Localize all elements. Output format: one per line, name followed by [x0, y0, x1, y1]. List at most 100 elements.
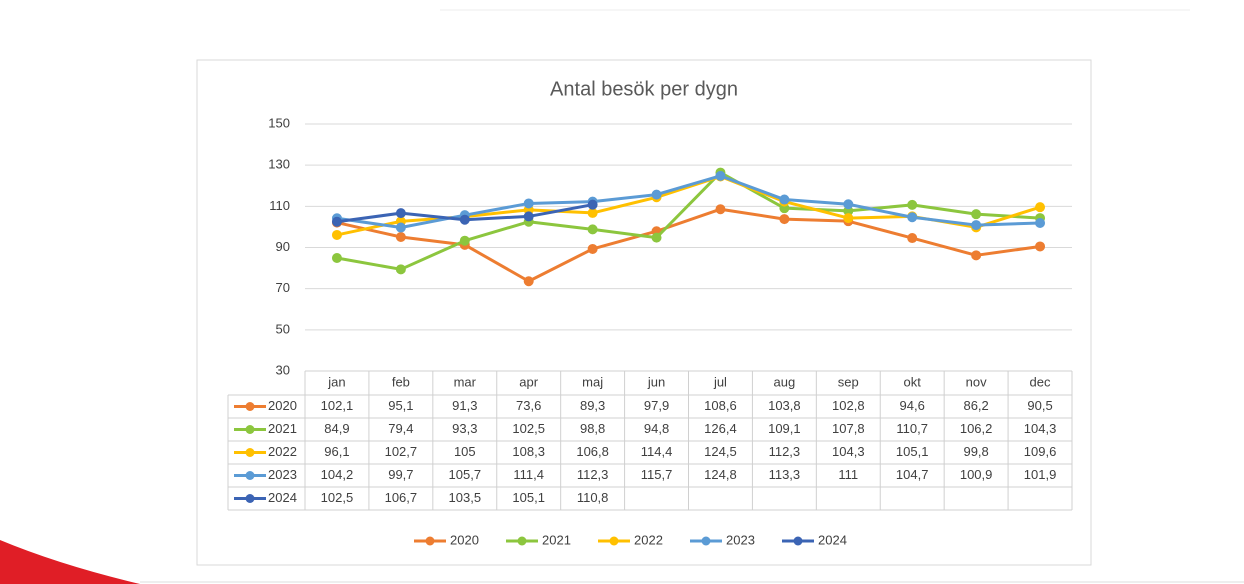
x-tick-label: okt — [904, 374, 922, 389]
legend-marker — [609, 536, 619, 546]
table-value: 93,3 — [452, 421, 477, 436]
legend-marker — [701, 536, 711, 546]
table-value: 110,7 — [896, 421, 928, 436]
series-line — [336, 171, 1041, 271]
table-value: 102,1 — [321, 398, 354, 413]
data-point — [779, 194, 790, 205]
table-value: 112,3 — [769, 444, 801, 459]
table-value: 91,3 — [452, 398, 477, 413]
table-value: 126,4 — [704, 421, 737, 436]
table-value: 98,8 — [580, 421, 605, 436]
table-value: 96,1 — [324, 444, 349, 459]
data-point — [459, 214, 470, 225]
y-tick-label: 50 — [276, 321, 290, 336]
legend-label: 2020 — [450, 532, 479, 547]
table-key-marker — [245, 402, 255, 411]
legend-marker — [425, 536, 435, 546]
legend-label: 2024 — [818, 532, 847, 547]
data-point — [395, 264, 406, 275]
x-tick-label: aug — [774, 374, 796, 389]
table-value: 86,2 — [963, 398, 988, 413]
table-value: 102,8 — [832, 398, 865, 413]
data-point — [907, 199, 918, 210]
data-point — [331, 229, 342, 240]
data-point — [331, 252, 342, 263]
table-value: 104,2 — [321, 467, 354, 482]
data-point — [1035, 241, 1046, 252]
data-point — [971, 220, 982, 231]
table-value: 104,3 — [1024, 421, 1057, 436]
table-value: 108,6 — [704, 398, 737, 413]
x-tick-label: jul — [713, 374, 727, 389]
table-value: 114,4 — [641, 444, 673, 459]
decor-swoosh — [0, 540, 140, 584]
table-key-marker — [245, 471, 255, 480]
table-series-name: 2024 — [268, 490, 297, 505]
data-point — [395, 222, 406, 233]
table-value: 95,1 — [388, 398, 413, 413]
table-value: 105,1 — [896, 444, 929, 459]
table-value: 112,3 — [577, 467, 609, 482]
table-value: 113,3 — [769, 467, 801, 482]
table-value: 106,7 — [385, 490, 418, 505]
table-value: 105,1 — [512, 490, 545, 505]
x-tick-label: jan — [327, 374, 345, 389]
chart-frame — [196, 59, 1092, 566]
legend-marker — [793, 536, 803, 546]
data-point — [907, 212, 918, 223]
table-value: 79,4 — [388, 421, 413, 436]
data-point — [331, 216, 342, 227]
data-point — [395, 208, 406, 219]
table-value: 99,7 — [388, 467, 413, 482]
table-value: 109,6 — [1024, 444, 1057, 459]
table-value: 102,5 — [512, 421, 545, 436]
table-value: 99,8 — [963, 444, 988, 459]
data-point — [843, 199, 854, 210]
table-value: 89,3 — [580, 398, 605, 413]
table-value: 103,5 — [449, 490, 482, 505]
data-point — [1035, 218, 1046, 229]
legend-label: 2022 — [634, 532, 663, 547]
y-tick-label: 90 — [276, 239, 290, 254]
legend-label: 2023 — [726, 532, 755, 547]
table-value: 102,7 — [385, 444, 418, 459]
table-value: 107,8 — [832, 421, 865, 436]
data-point — [523, 211, 534, 222]
data-point — [971, 250, 982, 261]
table-value: 105,7 — [449, 467, 482, 482]
table-value: 110,8 — [577, 490, 609, 505]
y-tick-label: 110 — [269, 198, 290, 213]
table-series-name: 2023 — [268, 467, 297, 482]
table-value: 103,8 — [768, 398, 801, 413]
data-point — [779, 214, 790, 225]
legend-label: 2021 — [542, 532, 571, 547]
legend-marker — [517, 536, 527, 546]
data-point — [523, 198, 534, 209]
table-value: 73,6 — [516, 398, 541, 413]
table-value: 104,7 — [896, 467, 929, 482]
data-point — [715, 204, 726, 215]
table-value: 115,7 — [641, 467, 673, 482]
table-value: 106,8 — [576, 444, 609, 459]
table-value: 90,5 — [1027, 398, 1052, 413]
y-tick-label: 70 — [276, 280, 290, 295]
x-tick-label: apr — [519, 374, 538, 389]
table-series-name: 2021 — [268, 421, 297, 436]
x-tick-label: feb — [392, 374, 410, 389]
table-value: 94,6 — [900, 398, 925, 413]
table-key-marker — [245, 494, 255, 503]
table-value: 94,8 — [644, 421, 669, 436]
table-value: 111 — [838, 467, 858, 482]
data-point — [651, 189, 662, 200]
data-point — [715, 170, 726, 181]
table-value: 104,3 — [832, 444, 865, 459]
table-value: 124,8 — [704, 467, 737, 482]
data-point — [907, 233, 918, 244]
y-tick-label: 150 — [268, 115, 290, 130]
x-tick-label: mar — [454, 374, 477, 389]
table-value: 108,3 — [512, 444, 545, 459]
data-point — [587, 243, 598, 254]
data-point — [971, 209, 982, 220]
data-point — [523, 276, 534, 287]
